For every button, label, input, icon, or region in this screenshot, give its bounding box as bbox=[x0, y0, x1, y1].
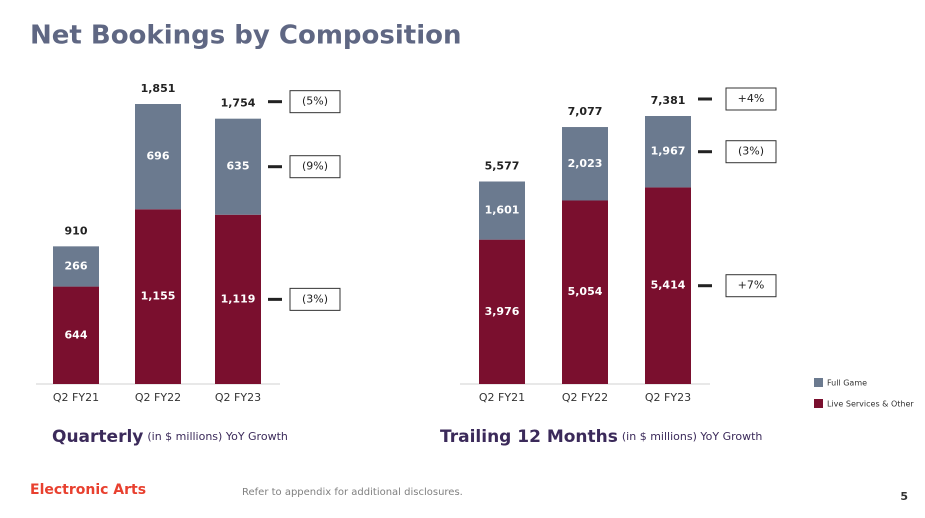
segment-label: 644 bbox=[65, 328, 88, 341]
growth-label: +7% bbox=[738, 279, 765, 292]
bar-segment bbox=[135, 209, 181, 384]
bar-segment bbox=[215, 214, 261, 384]
segment-label: 635 bbox=[227, 160, 250, 173]
chart-subtitle: (in $ millions) YoY Growth bbox=[622, 430, 763, 443]
legend-label: Live Services & Other bbox=[827, 400, 914, 409]
bar-segment bbox=[479, 239, 525, 384]
total-label: 1,851 bbox=[141, 82, 176, 95]
bar-segment bbox=[562, 200, 608, 384]
growth-label: (9%) bbox=[302, 160, 328, 173]
growth-box bbox=[289, 287, 341, 311]
segment-label: 5,414 bbox=[651, 279, 686, 292]
legend-swatch bbox=[814, 399, 823, 408]
total-label: 5,577 bbox=[485, 160, 520, 173]
chart-subtitle: (in $ millions) YoY Growth bbox=[147, 430, 288, 443]
segment-label: 266 bbox=[65, 259, 88, 272]
bar-segment bbox=[645, 187, 691, 384]
page-number: 5 bbox=[900, 490, 908, 503]
total-label: 7,077 bbox=[568, 105, 603, 118]
segment-label: 1,601 bbox=[485, 204, 520, 217]
x-tick-label: Q2 FY22 bbox=[562, 391, 608, 404]
segment-label: 1,119 bbox=[221, 292, 256, 305]
chart-title: Quarterly (in $ millions) YoY Growth bbox=[52, 427, 288, 447]
x-tick-label: Q2 FY22 bbox=[135, 391, 181, 404]
growth-label: (3%) bbox=[738, 145, 764, 158]
total-label: 1,754 bbox=[221, 97, 256, 110]
growth-box bbox=[289, 155, 341, 179]
bar-segment bbox=[479, 181, 525, 240]
bar-segment bbox=[135, 104, 181, 210]
chart-title-main: Trailing 12 Months bbox=[440, 427, 618, 447]
x-tick-label: Q2 FY23 bbox=[215, 391, 261, 404]
total-label: 910 bbox=[65, 224, 88, 237]
segment-label: 696 bbox=[147, 150, 170, 163]
growth-label: (3%) bbox=[302, 292, 328, 305]
bar-segment bbox=[215, 118, 261, 215]
segment-label: 5,054 bbox=[568, 285, 603, 298]
growth-label: +4% bbox=[738, 92, 765, 105]
brand: Electronic Arts bbox=[30, 482, 146, 498]
bar-segment bbox=[53, 246, 99, 287]
slide-title: Net Bookings by Composition bbox=[30, 21, 462, 51]
x-tick-label: Q2 FY21 bbox=[479, 391, 525, 404]
growth-box bbox=[725, 274, 777, 298]
footer-note: Refer to appendix for additional disclos… bbox=[242, 487, 463, 498]
segment-label: 2,023 bbox=[568, 157, 603, 170]
chart-title-main: Quarterly bbox=[52, 427, 143, 447]
x-tick-label: Q2 FY23 bbox=[645, 391, 691, 404]
bar-segment bbox=[53, 286, 99, 384]
x-tick-label: Q2 FY21 bbox=[53, 391, 99, 404]
growth-box bbox=[725, 140, 777, 164]
legend-label: Full Game bbox=[827, 379, 867, 388]
growth-box bbox=[725, 87, 777, 111]
segment-label: 1,155 bbox=[141, 290, 176, 303]
bar-segment bbox=[562, 127, 608, 201]
segment-label: 3,976 bbox=[485, 305, 520, 318]
legend-swatch bbox=[814, 378, 823, 387]
segment-label: 1,967 bbox=[651, 145, 686, 158]
bar-segment bbox=[645, 116, 691, 188]
total-label: 7,381 bbox=[651, 94, 686, 107]
growth-box bbox=[289, 90, 341, 114]
growth-label: (5%) bbox=[302, 95, 328, 108]
chart-title: Trailing 12 Months (in $ millions) YoY Gr… bbox=[440, 427, 762, 447]
